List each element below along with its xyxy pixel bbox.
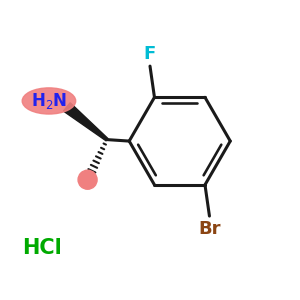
Ellipse shape: [22, 88, 76, 114]
Text: F: F: [144, 44, 156, 62]
Circle shape: [78, 170, 97, 189]
Text: HCl: HCl: [22, 238, 62, 258]
Polygon shape: [63, 103, 108, 141]
Text: H$_2$N: H$_2$N: [31, 91, 67, 111]
Text: Br: Br: [198, 220, 221, 238]
